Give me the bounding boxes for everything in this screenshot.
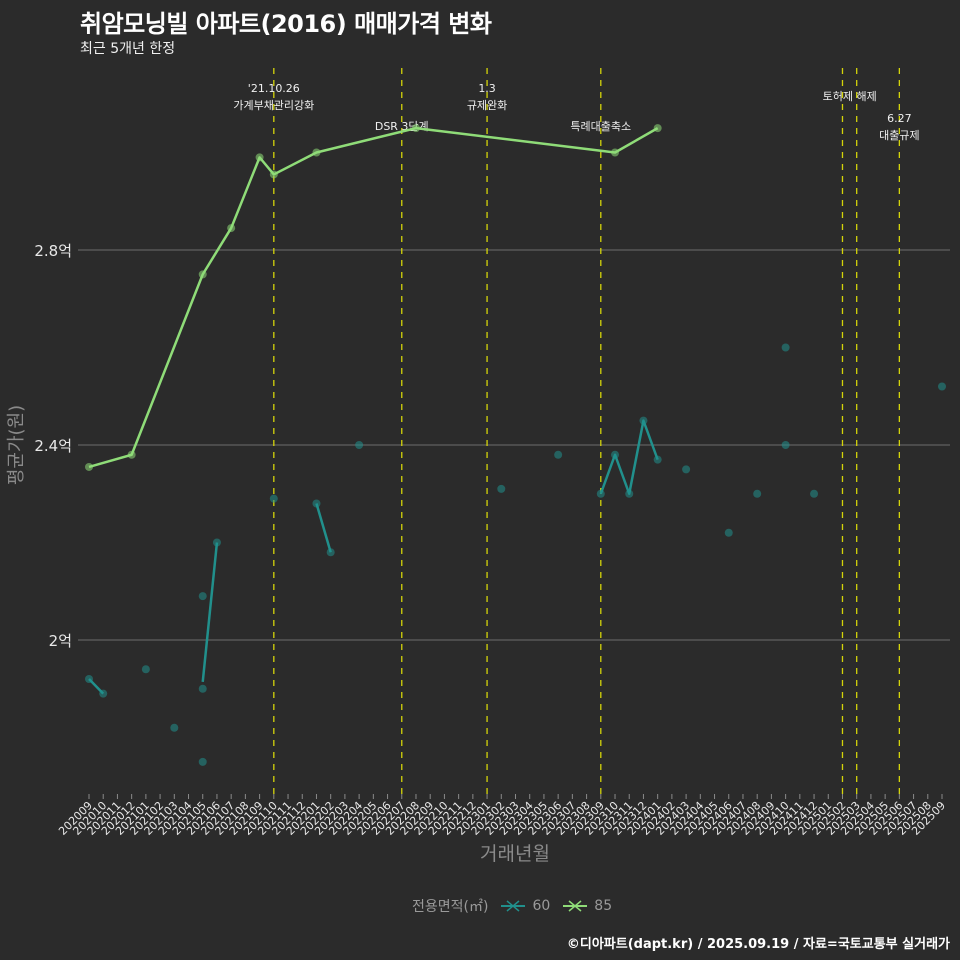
event-label: 특례대출축소 bbox=[570, 120, 631, 133]
data-point-85 bbox=[255, 153, 264, 162]
data-point-60 bbox=[198, 757, 207, 766]
source-caption: ©디아파트(dapt.kr) / 2025.09.19 / 자료=국토교통부 실… bbox=[566, 937, 950, 952]
legend-item-85: 85 bbox=[562, 898, 612, 914]
event-label: '21.10.26 bbox=[248, 82, 300, 95]
data-point-60 bbox=[326, 548, 335, 557]
data-point-60 bbox=[312, 499, 321, 508]
chart-subtitle: 최근 5개년 한정 bbox=[80, 41, 176, 57]
y-tick-label: 2.8억 bbox=[34, 242, 72, 260]
event-label: 6.27 bbox=[887, 112, 912, 125]
event-label: 가계부채관리강화 bbox=[233, 99, 314, 112]
data-point-60 bbox=[810, 489, 819, 498]
data-point-60 bbox=[85, 675, 93, 683]
x-axis-title: 거래년월 bbox=[480, 843, 550, 865]
data-point-60 bbox=[198, 684, 207, 693]
data-point-60 bbox=[198, 592, 207, 601]
y-tick-label: 2.4억 bbox=[34, 437, 72, 455]
legend-item-60: 60 bbox=[500, 898, 550, 914]
data-point-60 bbox=[170, 723, 179, 732]
event-label: 대출규제 bbox=[879, 129, 919, 142]
data-point-60 bbox=[781, 343, 790, 352]
data-point-60 bbox=[724, 528, 733, 537]
data-point-85 bbox=[411, 124, 420, 133]
legend-symbol-60-icon bbox=[501, 900, 526, 912]
data-point-85 bbox=[127, 450, 136, 459]
data-point-85 bbox=[653, 124, 662, 133]
data-point-60 bbox=[639, 416, 648, 425]
data-point-60 bbox=[653, 455, 662, 464]
data-point-60 bbox=[355, 441, 364, 449]
data-point-60 bbox=[682, 465, 691, 474]
data-point-60 bbox=[781, 441, 790, 449]
event-label: 1.3 bbox=[478, 82, 496, 95]
data-point-60 bbox=[554, 450, 563, 459]
legend-label-60: 60 bbox=[532, 898, 551, 914]
data-point-60 bbox=[269, 494, 278, 503]
data-point-85 bbox=[611, 148, 620, 157]
chart-title: 취암모닝빌 아파트(2016) 매매가격 변화 bbox=[80, 10, 492, 38]
data-point-60 bbox=[99, 689, 108, 698]
y-axis-title: 평균가(원) bbox=[6, 405, 27, 485]
data-point-60 bbox=[625, 489, 634, 498]
series-line-60 bbox=[315, 503, 332, 553]
legend: 전용면적(㎡) 60 85 bbox=[412, 896, 612, 916]
data-point-85 bbox=[312, 148, 321, 157]
data-point-85 bbox=[269, 170, 278, 179]
data-point-60 bbox=[212, 538, 221, 547]
event-label: 규제완화 bbox=[467, 99, 507, 112]
data-point-85 bbox=[227, 224, 236, 233]
data-point-60 bbox=[497, 484, 506, 493]
data-point-60 bbox=[938, 382, 946, 391]
y-tick-label: 2억 bbox=[49, 632, 72, 650]
data-point-60 bbox=[753, 489, 762, 498]
data-point-60 bbox=[141, 665, 150, 674]
data-point-60 bbox=[596, 489, 605, 498]
legend-label-85: 85 bbox=[594, 898, 613, 914]
series-line-85 bbox=[88, 126, 659, 469]
event-label: 토허제 해제 bbox=[823, 89, 877, 103]
series-line-60 bbox=[201, 542, 219, 683]
data-point-85 bbox=[198, 270, 207, 279]
data-point-85 bbox=[85, 462, 93, 471]
series-line-60 bbox=[599, 419, 659, 495]
legend-title: 전용면적(㎡) bbox=[412, 899, 489, 915]
data-point-60 bbox=[611, 450, 620, 459]
legend-symbol-85-icon bbox=[563, 900, 588, 912]
